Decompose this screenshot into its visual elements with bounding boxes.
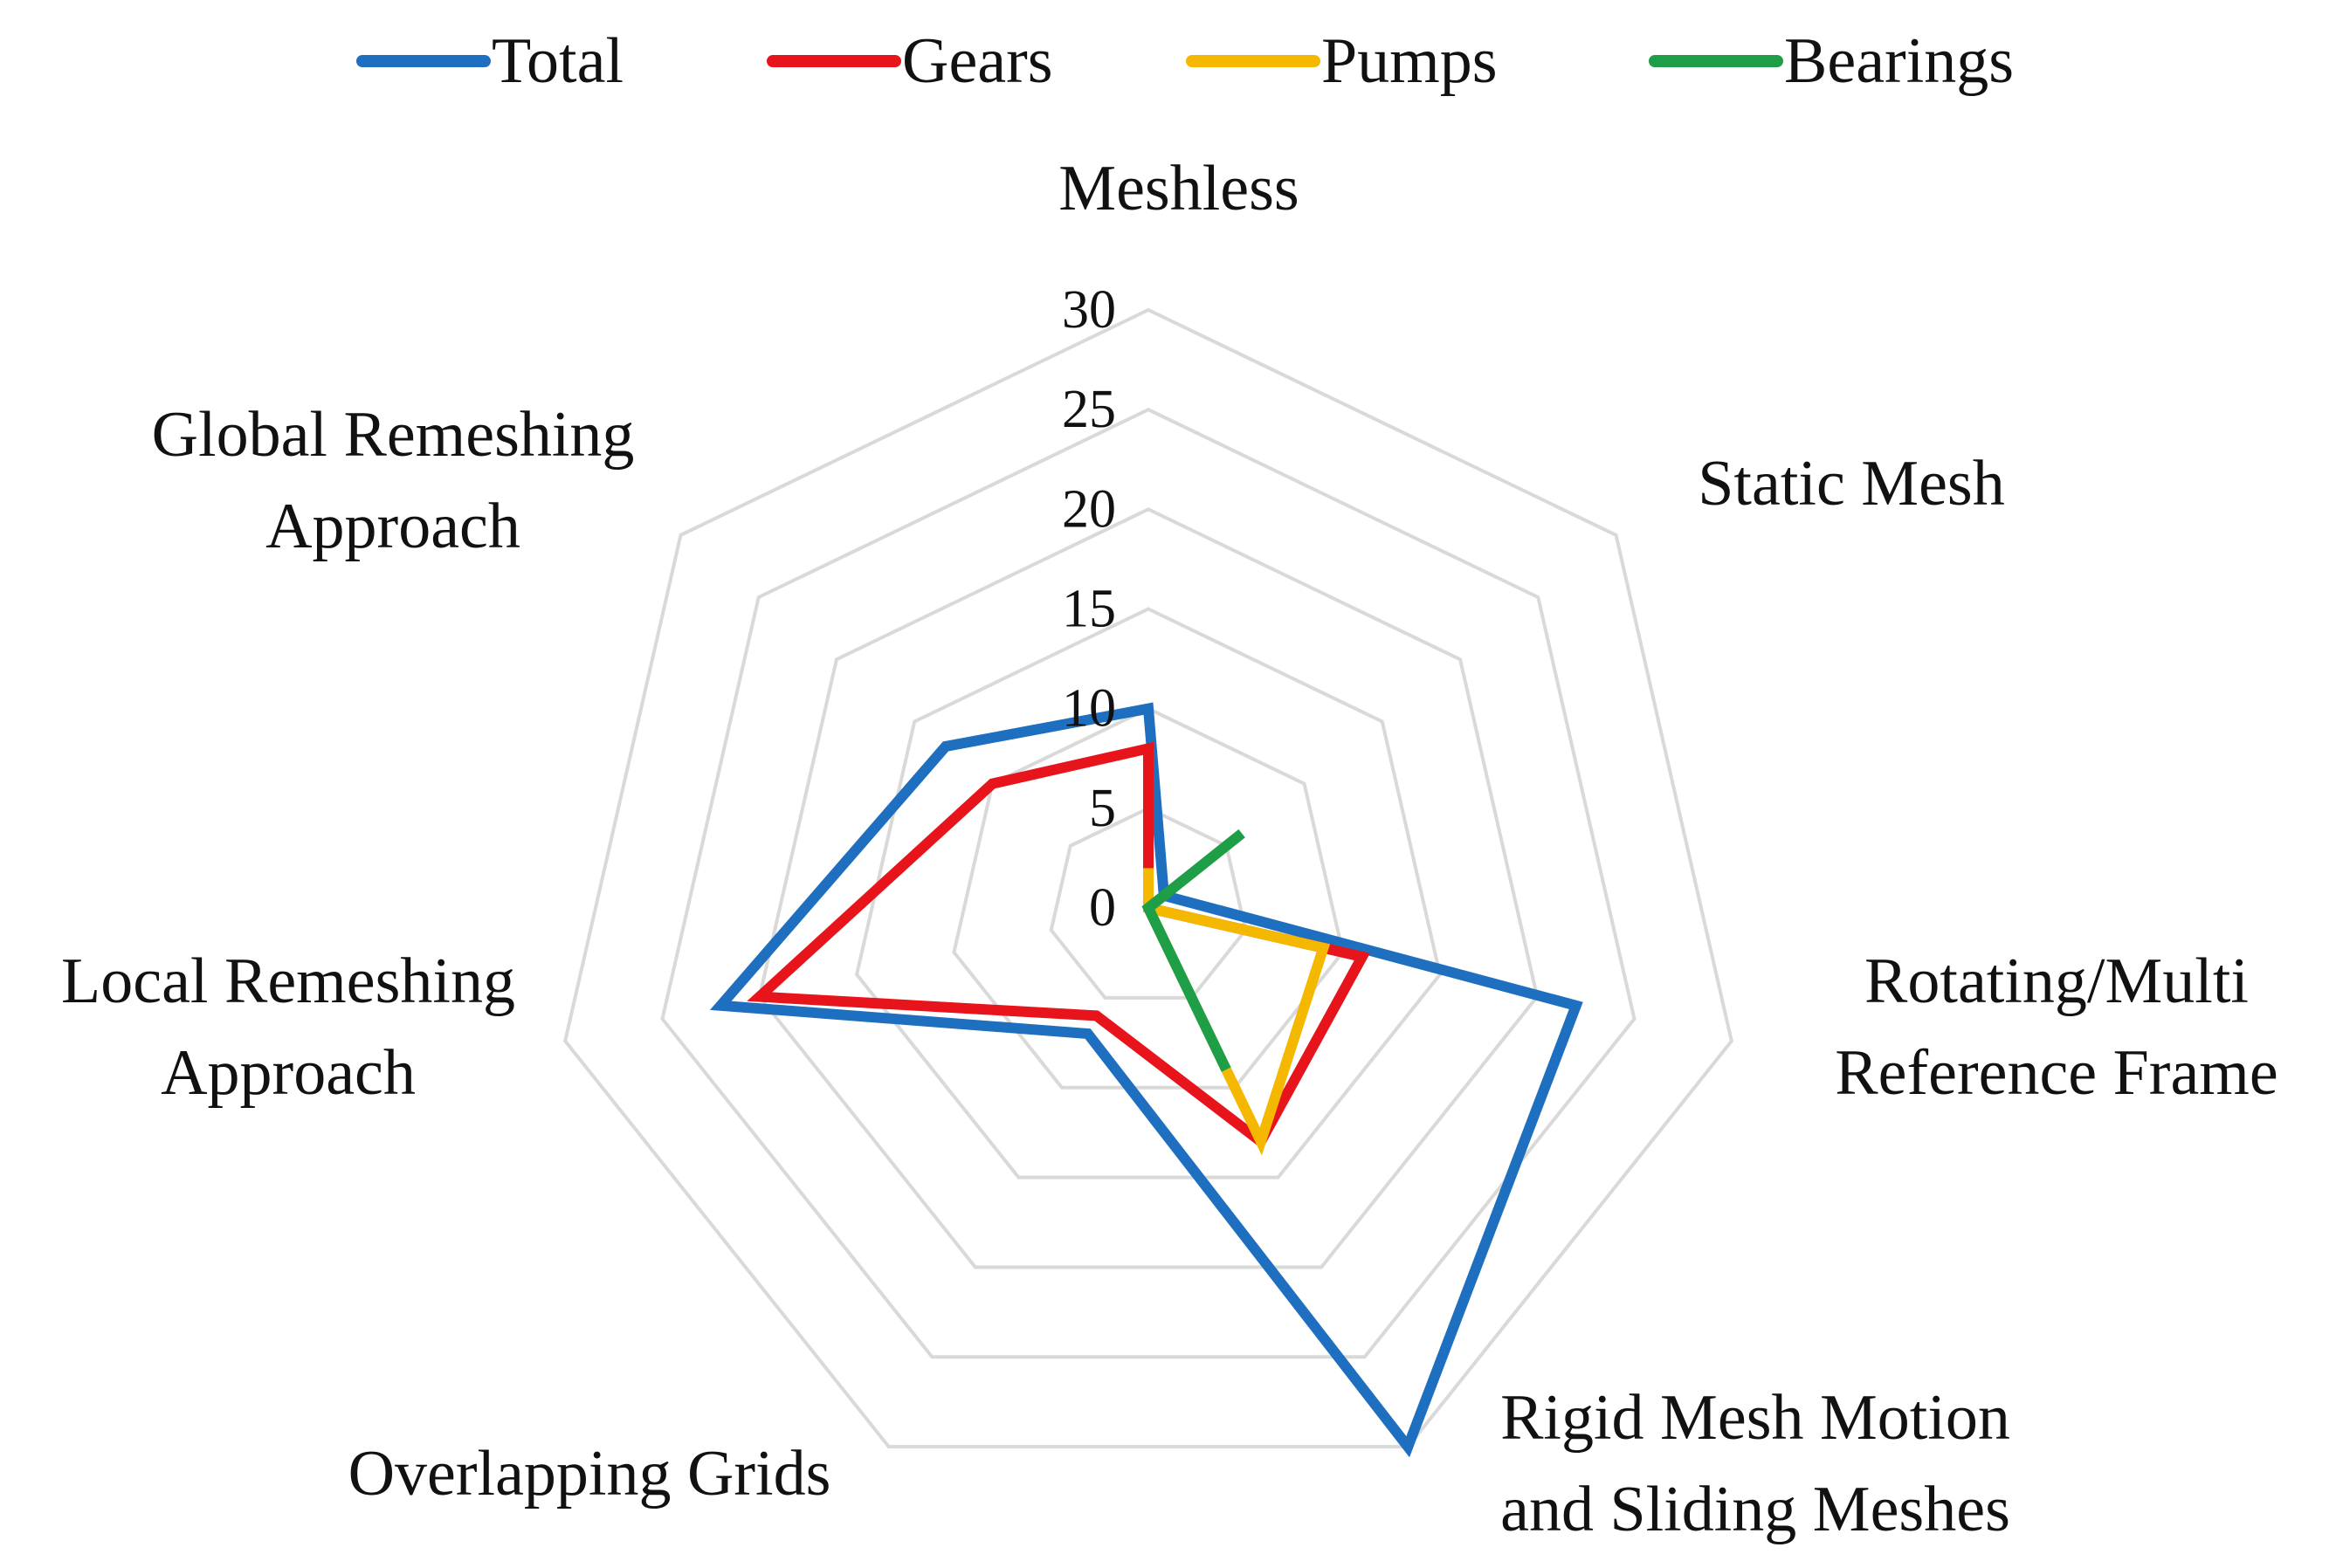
grid-ring-15	[854, 607, 1443, 1179]
tick-label: 30	[1062, 280, 1116, 340]
category-label-line: and Sliding Meshes	[1500, 1474, 2010, 1545]
category-label-line: Rigid Mesh Motion	[1500, 1382, 2010, 1454]
tick-label: 10	[1062, 679, 1116, 739]
category-label-line: Reference Frame	[1835, 1037, 2277, 1109]
grid-ring-30	[563, 307, 1733, 1449]
category-label-line: Approach	[161, 1037, 416, 1109]
category-label-meshless: Meshless	[1058, 153, 1299, 224]
category-label-static-mesh: Static Mesh	[1698, 448, 2004, 519]
tick-label: 25	[1062, 380, 1116, 439]
legend-label-bearings: Bearings	[1784, 25, 2014, 97]
radar-grid	[563, 307, 1733, 1449]
category-label-line: Static Mesh	[1698, 448, 2004, 519]
category-label-rigid-mesh-motion-and-sliding-meshes: Rigid Mesh Motion and Sliding Meshes	[1500, 1382, 2010, 1545]
legend-label-pumps: Pumps	[1321, 25, 1498, 97]
category-label-line: Global Remeshing	[152, 399, 635, 471]
radial-tick-labels: 0 5 10 15 20 25 30	[1062, 280, 1116, 938]
category-label-line: Rotating/Multi	[1864, 946, 2249, 1017]
grid-ring-10	[952, 706, 1345, 1090]
radar-series-group	[709, 702, 1583, 1458]
series-bearings	[1141, 829, 1245, 1072]
grid-ring-20	[757, 507, 1540, 1269]
grid-ring-5	[1049, 806, 1248, 1000]
category-label-overlapping-grids: Overlapping Grids	[348, 1438, 831, 1510]
tick-label: 0	[1089, 878, 1116, 938]
category-label-line: Meshless	[1058, 153, 1299, 224]
category-label-rotating-multi-reference-frame: Rotating/Multi Reference Frame	[1835, 946, 2277, 1109]
tick-label: 20	[1062, 479, 1116, 539]
grid-ring-25	[660, 407, 1637, 1359]
category-label-line: Overlapping Grids	[348, 1438, 831, 1510]
category-label-local-remeshing-approach: Local Remeshing Approach	[61, 946, 515, 1109]
category-labels: Meshless Static Mesh Rotating/Multi Referen…	[61, 153, 2278, 1545]
tick-label: 15	[1062, 580, 1116, 639]
series-pumps	[1143, 868, 1331, 1156]
legend-label-gears: Gears	[902, 25, 1053, 97]
tick-label: 5	[1089, 779, 1116, 838]
legend: Total Gears Pumps Bearings	[356, 25, 2014, 97]
category-label-global-remeshing-approach: Global Remeshing Approach	[152, 399, 635, 562]
category-label-line: Approach	[265, 491, 520, 562]
legend-label-total: Total	[492, 25, 624, 97]
series-total	[709, 702, 1583, 1458]
category-label-line: Local Remeshing	[61, 946, 515, 1017]
